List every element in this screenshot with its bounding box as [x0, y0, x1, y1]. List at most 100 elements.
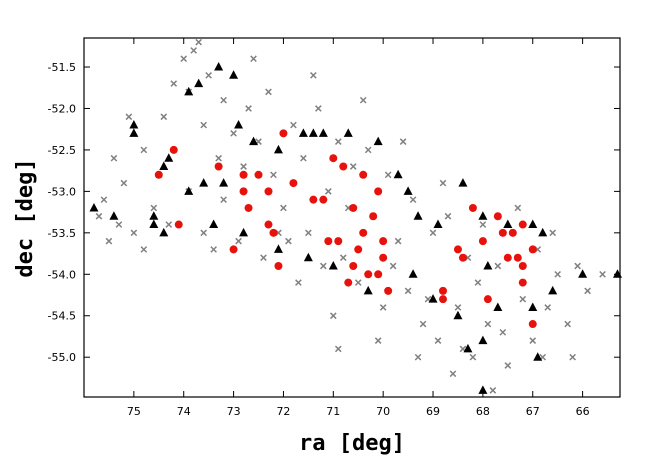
marker-stroke [319, 262, 327, 270]
marker-shape [174, 220, 183, 229]
point [483, 261, 493, 270]
marker-shape [309, 195, 318, 204]
marker-shape [578, 269, 588, 278]
point [184, 86, 194, 96]
marker-shape [289, 179, 298, 188]
marker-stroke [504, 362, 512, 369]
plot-frame [83, 37, 621, 398]
marker-shape [184, 86, 194, 96]
marker-shape [438, 286, 447, 295]
point [393, 169, 403, 179]
marker-stroke [210, 246, 217, 253]
marker-shape [403, 186, 413, 195]
marker-shape [453, 245, 462, 254]
marker-stroke [384, 171, 392, 179]
point [519, 295, 527, 303]
point [463, 343, 473, 353]
point [273, 244, 283, 253]
marker-stroke [125, 113, 133, 121]
marker-stroke [270, 171, 277, 179]
marker-shape [264, 187, 273, 196]
point [349, 262, 358, 271]
marker-stroke [419, 320, 427, 328]
point [403, 186, 413, 195]
point [129, 128, 139, 137]
marker-stroke [364, 146, 372, 154]
point [319, 195, 328, 204]
point [528, 302, 538, 311]
point [300, 154, 307, 162]
point [453, 310, 463, 320]
marker-shape [339, 162, 348, 171]
marker-stroke [115, 221, 123, 228]
point [474, 279, 482, 286]
marker-shape [308, 128, 318, 137]
marker-shape [413, 211, 423, 220]
marker-shape [349, 262, 358, 271]
point [334, 138, 342, 145]
point [329, 312, 337, 320]
point [149, 211, 159, 220]
point [489, 387, 497, 394]
point [574, 262, 581, 270]
marker-shape [169, 145, 178, 154]
point [220, 96, 227, 104]
point [518, 220, 527, 229]
point [478, 237, 487, 246]
marker-shape [239, 187, 248, 196]
point [245, 105, 252, 112]
point [295, 279, 302, 286]
point [578, 269, 588, 278]
marker-shape [508, 228, 517, 237]
marker-stroke [200, 121, 207, 129]
marker-stroke [180, 55, 188, 63]
point [538, 227, 548, 237]
marker-shape [428, 294, 438, 303]
point [364, 146, 372, 154]
point [364, 270, 373, 279]
point [478, 385, 488, 394]
marker-shape [328, 261, 338, 270]
point [433, 219, 443, 229]
marker-stroke [95, 212, 103, 220]
point [240, 163, 247, 170]
marker-stroke [554, 270, 562, 278]
point [174, 220, 183, 229]
point [379, 237, 388, 246]
marker-shape [329, 154, 338, 163]
point [349, 203, 358, 212]
marker-shape [513, 253, 522, 262]
point [328, 261, 338, 270]
point [514, 204, 522, 212]
point [200, 229, 207, 237]
point [569, 353, 576, 361]
marker-stroke [399, 138, 407, 145]
point [154, 170, 163, 179]
marker-stroke [230, 130, 237, 137]
x-axis-label: ra [deg] [299, 431, 405, 456]
point [349, 163, 357, 170]
point [429, 229, 437, 237]
point [324, 188, 332, 195]
point [150, 204, 158, 212]
marker-stroke [310, 71, 317, 79]
marker-shape [478, 211, 488, 220]
marker-shape [239, 170, 248, 179]
point [413, 211, 423, 220]
point [513, 253, 522, 262]
point [140, 146, 148, 154]
point [479, 221, 487, 228]
point [95, 212, 103, 220]
marker-shape [334, 237, 343, 246]
marker-stroke [354, 279, 362, 286]
point [230, 130, 237, 137]
point [384, 171, 392, 179]
marker-shape [458, 253, 467, 262]
marker-shape [184, 186, 194, 195]
marker-shape [463, 343, 473, 353]
marker-shape [279, 129, 288, 138]
point [354, 245, 363, 254]
marker-stroke [459, 345, 467, 353]
marker-stroke [195, 38, 203, 46]
point [130, 229, 138, 237]
